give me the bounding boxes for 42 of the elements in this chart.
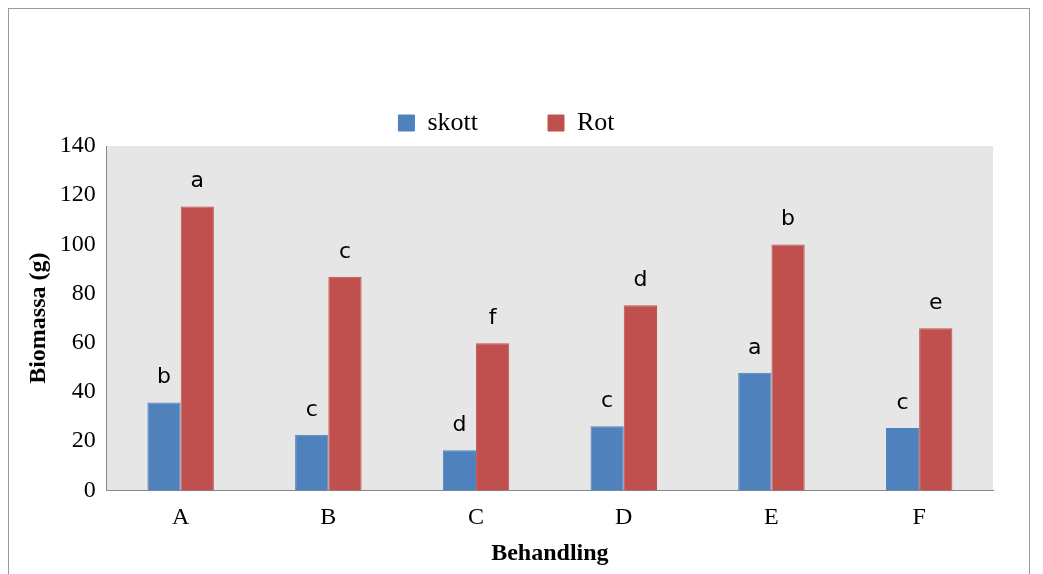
legend-label: skott	[427, 106, 479, 136]
x-axis-title: Behandling	[491, 538, 609, 565]
bar	[442, 450, 477, 491]
x-tick-label: D	[615, 503, 633, 530]
x-tick-label: A	[171, 503, 190, 530]
bar	[295, 434, 329, 491]
annotation: d	[633, 265, 648, 291]
x-tick-label: F	[912, 503, 926, 530]
y-axis-title: Biomassa (g)	[23, 252, 50, 384]
x-tick-label: C	[468, 503, 485, 530]
annotation: f	[488, 304, 498, 330]
legend-label: Rot	[577, 106, 616, 136]
bar	[885, 427, 920, 491]
y-tick-label: 100	[59, 229, 96, 256]
y-tick-label: 120	[59, 180, 96, 207]
bar	[180, 206, 214, 491]
y-tick-label: 60	[71, 328, 96, 355]
annotation: e	[928, 289, 943, 314]
x-tick-label: B	[320, 503, 337, 530]
bar	[738, 372, 772, 491]
y-tick-label: 20	[71, 426, 96, 453]
y-tick-label: 140	[59, 131, 96, 158]
bar	[623, 305, 657, 491]
annotation: c	[601, 386, 614, 412]
annotation: d	[452, 411, 467, 437]
annotation: c	[896, 388, 909, 414]
bar	[919, 328, 953, 491]
annotation: a	[190, 167, 205, 193]
annotation: c	[305, 395, 318, 421]
annotation: b	[157, 363, 172, 389]
bar	[476, 343, 510, 491]
y-tick-label: 80	[71, 278, 96, 305]
bar	[590, 426, 624, 491]
bar	[328, 276, 362, 491]
y-tick-label: 40	[71, 377, 96, 404]
x-tick-label: E	[764, 503, 779, 530]
bar	[771, 244, 805, 491]
bar	[147, 402, 181, 491]
y-tick-label: 0	[83, 475, 96, 502]
annotation: a	[748, 333, 762, 359]
annotation: b	[781, 205, 796, 231]
annotation: c	[338, 237, 352, 263]
